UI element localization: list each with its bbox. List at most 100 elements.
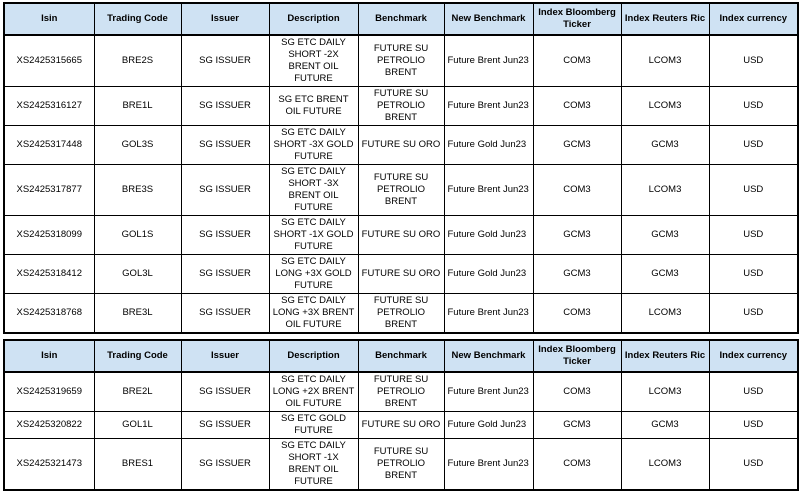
column-header-index-reuters-ric: Index Reuters Ric [620, 339, 710, 373]
description-cell: SG ETC BRENT OIL FUTURE [268, 86, 359, 126]
trading-code-cell: GOL1S [93, 215, 182, 255]
column-header-index-reuters-ric: Index Reuters Ric [620, 2, 710, 36]
column-header-index-currency: Index currency [708, 339, 799, 373]
table-header: Isin Trading Code Issuer Description Benchma… [3, 339, 799, 373]
isin-cell: XS2425321473 [3, 438, 95, 491]
benchmark-cell: FUTURE SU ORO [357, 411, 445, 439]
new-benchmark-cell: Future Brent Jun23 [443, 438, 534, 491]
benchmark-cell: FUTURE SU ORO [357, 254, 445, 294]
trading-code-cell: BRE3S [93, 164, 182, 216]
benchmark-table-upper: Isin Trading Code Issuer Description Benchma… [3, 2, 799, 334]
index-currency-cell: USD [708, 34, 799, 87]
isin-cell: XS2425316127 [3, 86, 95, 126]
column-header-index-bloomberg-ticker: Index Bloomberg Ticker [532, 2, 622, 36]
table-row: XS2425321473 BRES1 SG ISSUER SG ETC DAILY S… [3, 438, 799, 491]
benchmark-cell: FUTURE SU ORO [357, 125, 445, 165]
index-reuters-ric-cell: LCOM3 [620, 293, 710, 334]
new-benchmark-cell: Future Gold Jun23 [443, 125, 534, 165]
column-header-description: Description [268, 339, 359, 373]
index-bloomberg-ticker-cell: GCM3 [532, 125, 622, 165]
column-header-trading-code: Trading Code [93, 339, 182, 373]
issuer-cell: SG ISSUER [180, 215, 270, 255]
index-currency-cell: USD [708, 164, 799, 216]
isin-cell: XS2425320822 [3, 411, 95, 439]
benchmark-cell: FUTURE SU PETROLIO BRENT [357, 86, 445, 126]
benchmark-cell: FUTURE SU PETROLIO BRENT [357, 34, 445, 87]
column-header-benchmark: Benchmark [357, 339, 445, 373]
isin-cell: XS2425318768 [3, 293, 95, 334]
benchmark-cell: FUTURE SU PETROLIO BRENT [357, 371, 445, 412]
issuer-cell: SG ISSUER [180, 254, 270, 294]
table-row: XS2425315665 BRE2S SG ISSUER SG ETC DAILY S… [3, 34, 799, 87]
table-row: XS2425316127 BRE1L SG ISSUER SG ETC BRENT O… [3, 86, 799, 126]
issuer-cell: SG ISSUER [180, 411, 270, 439]
description-cell: SG ETC DAILY LONG +3X BRENT OIL FUTURE [268, 293, 359, 334]
index-reuters-ric-cell: LCOM3 [620, 438, 710, 491]
new-benchmark-cell: Future Brent Jun23 [443, 293, 534, 334]
index-bloomberg-ticker-cell: GCM3 [532, 411, 622, 439]
index-currency-cell: USD [708, 86, 799, 126]
trading-code-cell: BRE2L [93, 371, 182, 412]
description-cell: SG ETC DAILY SHORT -2X BRENT OIL FUTURE [268, 34, 359, 87]
column-header-isin: Isin [3, 339, 95, 373]
description-cell: SG ETC DAILY SHORT -1X GOLD FUTURE [268, 215, 359, 255]
benchmark-cell: FUTURE SU PETROLIO BRENT [357, 293, 445, 334]
new-benchmark-cell: Future Gold Jun23 [443, 215, 534, 255]
column-header-benchmark: Benchmark [357, 2, 445, 36]
column-header-issuer: Issuer [180, 339, 270, 373]
header-row: Isin Trading Code Issuer Description Benchma… [3, 339, 799, 373]
index-bloomberg-ticker-cell: COM3 [532, 293, 622, 334]
index-bloomberg-ticker-cell: COM3 [532, 438, 622, 491]
isin-cell: XS2425315665 [3, 34, 95, 87]
index-currency-cell: USD [708, 438, 799, 491]
index-reuters-ric-cell: GCM3 [620, 125, 710, 165]
index-bloomberg-ticker-cell: COM3 [532, 34, 622, 87]
description-cell: SG ETC DAILY SHORT -1X BRENT OIL FUTURE [268, 438, 359, 491]
table-row: XS2425318768 BRE3L SG ISSUER SG ETC DAILY L… [3, 293, 799, 334]
table-header: Isin Trading Code Issuer Description Benchma… [3, 2, 799, 36]
isin-cell: XS2425318412 [3, 254, 95, 294]
column-header-issuer: Issuer [180, 2, 270, 36]
issuer-cell: SG ISSUER [180, 293, 270, 334]
benchmark-cell: FUTURE SU PETROLIO BRENT [357, 438, 445, 491]
index-reuters-ric-cell: LCOM3 [620, 164, 710, 216]
isin-cell: XS2425318099 [3, 215, 95, 255]
new-benchmark-cell: Future Brent Jun23 [443, 34, 534, 87]
table-row: XS2425319659 BRE2L SG ISSUER SG ETC DAILY L… [3, 371, 799, 412]
new-benchmark-cell: Future Brent Jun23 [443, 164, 534, 216]
issuer-cell: SG ISSUER [180, 125, 270, 165]
trading-code-cell: GOL3L [93, 254, 182, 294]
trading-code-cell: BRE2S [93, 34, 182, 87]
isin-cell: XS2425319659 [3, 371, 95, 412]
description-cell: SG ETC DAILY SHORT -3X BRENT OIL FUTURE [268, 164, 359, 216]
isin-cell: XS2425317877 [3, 164, 95, 216]
table-body: XS2425315665 BRE2S SG ISSUER SG ETC DAILY S… [3, 34, 799, 334]
index-bloomberg-ticker-cell: COM3 [532, 86, 622, 126]
trading-code-cell: GOL3S [93, 125, 182, 165]
index-currency-cell: USD [708, 215, 799, 255]
table-row: XS2425318099 GOL1S SG ISSUER SG ETC DAILY S… [3, 215, 799, 255]
issuer-cell: SG ISSUER [180, 164, 270, 216]
trading-code-cell: BRE3L [93, 293, 182, 334]
column-header-description: Description [268, 2, 359, 36]
index-currency-cell: USD [708, 411, 799, 439]
benchmark-cell: FUTURE SU ORO [357, 215, 445, 255]
table-row: XS2425317877 BRE3S SG ISSUER SG ETC DAILY S… [3, 164, 799, 216]
index-currency-cell: USD [708, 125, 799, 165]
table-row: XS2425317448 GOL3S SG ISSUER SG ETC DAILY S… [3, 125, 799, 165]
trading-code-cell: BRES1 [93, 438, 182, 491]
index-reuters-ric-cell: LCOM3 [620, 371, 710, 412]
index-bloomberg-ticker-cell: GCM3 [532, 215, 622, 255]
index-currency-cell: USD [708, 254, 799, 294]
issuer-cell: SG ISSUER [180, 438, 270, 491]
column-header-new-benchmark: New Benchmark [443, 339, 534, 373]
index-reuters-ric-cell: GCM3 [620, 254, 710, 294]
index-bloomberg-ticker-cell: GCM3 [532, 254, 622, 294]
index-currency-cell: USD [708, 371, 799, 412]
new-benchmark-cell: Future Brent Jun23 [443, 86, 534, 126]
issuer-cell: SG ISSUER [180, 86, 270, 126]
description-cell: SG ETC DAILY LONG +2X BRENT OIL FUTURE [268, 371, 359, 412]
trading-code-cell: BRE1L [93, 86, 182, 126]
column-header-isin: Isin [3, 2, 95, 36]
